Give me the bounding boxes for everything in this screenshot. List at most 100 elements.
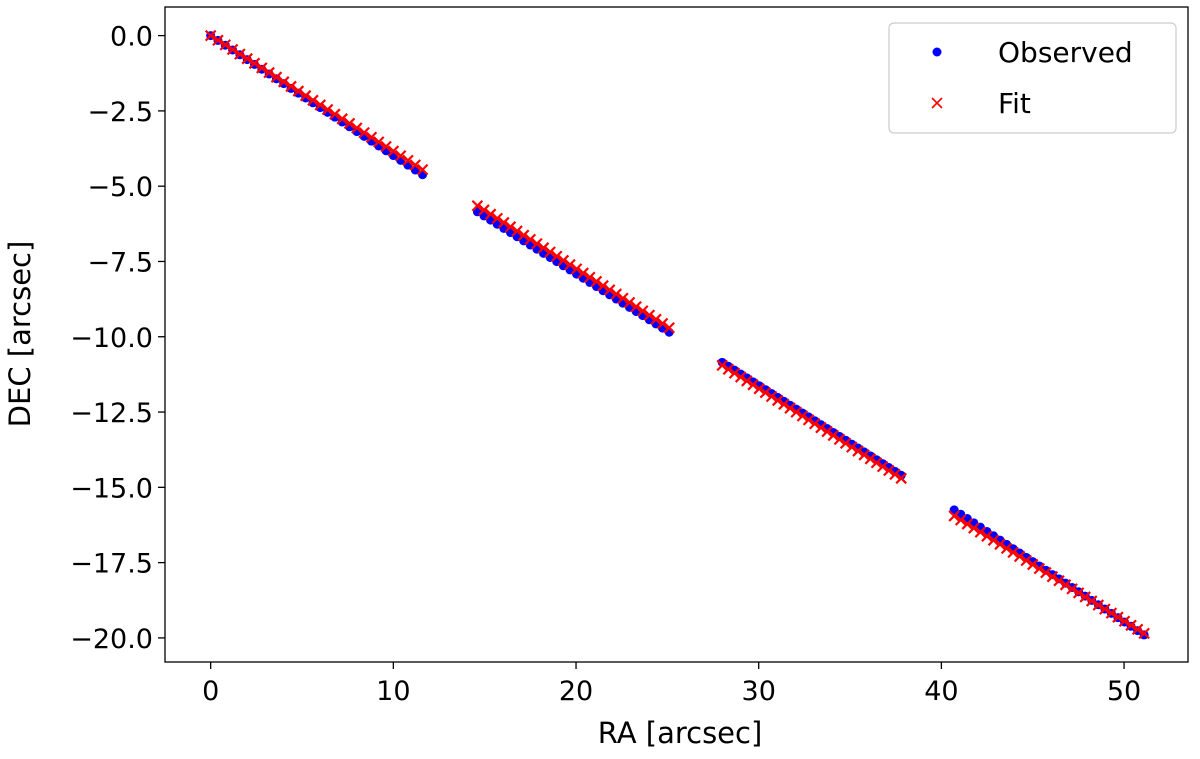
y-tick-label: −5.0 (87, 172, 153, 203)
fit-point (1020, 554, 1033, 567)
fit-point (1033, 562, 1046, 575)
fit-point (1079, 591, 1091, 603)
fit-point (270, 71, 283, 83)
fit-point (358, 126, 370, 139)
fit-point (564, 258, 576, 271)
fit-point (292, 85, 305, 97)
fit-point (833, 433, 846, 446)
fit-point (656, 317, 669, 330)
fit-point (821, 425, 833, 438)
legend-fit-marker (931, 97, 943, 109)
y-tick-label: 0.0 (110, 22, 153, 53)
fit-point (784, 402, 796, 414)
fit-point (987, 534, 1000, 547)
fit-point (1053, 574, 1065, 587)
fit-point (484, 208, 497, 220)
fit-point (1112, 611, 1124, 623)
x-tick-label: 40 (924, 676, 958, 707)
fit-point (590, 275, 603, 288)
fit-point (263, 66, 275, 79)
fit-point (256, 62, 268, 74)
fit-point (478, 204, 490, 216)
fit-point (636, 305, 649, 317)
fit-point (570, 263, 583, 275)
fit-point (307, 94, 319, 107)
y-tick-label: −2.5 (87, 97, 153, 128)
fit-point (544, 246, 556, 258)
fit-point (839, 437, 852, 450)
fit-point (974, 526, 987, 538)
fit-point (1072, 587, 1085, 599)
legend-fit-label: Fit (998, 87, 1031, 120)
fit-point (402, 154, 414, 167)
fit-point (219, 39, 232, 51)
fit-point (663, 321, 675, 334)
fit-point (741, 375, 753, 387)
fit-point (321, 103, 334, 116)
fit-point (314, 99, 327, 111)
fit-point (1040, 566, 1052, 579)
fit-point (498, 216, 510, 229)
fit-point (876, 460, 889, 473)
fit-point (234, 48, 246, 60)
y-tick-label: −12.5 (70, 398, 153, 429)
fit-point (815, 421, 827, 434)
fit-point (948, 510, 960, 522)
y-axis-label: DEC [arcsec] (3, 241, 37, 428)
fit-point (734, 371, 747, 383)
fit-point (889, 468, 901, 481)
fit-point (728, 367, 741, 379)
legend: Observed Fit (888, 22, 1177, 134)
fit-point (1105, 607, 1118, 619)
fit-point (1099, 603, 1111, 615)
fit-point (961, 518, 974, 530)
y-tick-label: −7.5 (87, 247, 153, 278)
fit-point (531, 237, 543, 250)
fit-point (597, 279, 609, 292)
segment-1 (471, 199, 675, 337)
fit-point (610, 288, 623, 300)
fit-point (241, 52, 253, 65)
fit-point (1027, 558, 1039, 571)
fit-point (753, 382, 765, 395)
fit-point (204, 29, 217, 42)
fit-point (722, 363, 735, 376)
x-tick-label: 20 (559, 676, 593, 707)
fit-point (643, 309, 656, 321)
fit-point (409, 159, 422, 171)
segment-2 (716, 357, 907, 485)
x-tick-label: 30 (742, 676, 776, 707)
fit-point (1066, 583, 1078, 595)
fit-point (846, 441, 858, 453)
x-tick-label: 10 (376, 676, 410, 707)
fit-point (550, 250, 563, 263)
fit-point (759, 386, 772, 399)
fit-point (248, 57, 261, 70)
fit-point (968, 522, 980, 534)
fit-point (557, 254, 570, 267)
fit-point (771, 394, 784, 407)
fit-point (380, 140, 392, 153)
fit-point (1059, 579, 1072, 591)
fit-point (1125, 619, 1137, 632)
fit-point (808, 418, 821, 430)
y-tick-label: −15.0 (70, 473, 153, 504)
fit-point (336, 113, 348, 125)
fit-point (827, 429, 840, 442)
fit-point (387, 145, 400, 157)
fit-point (394, 149, 407, 162)
y-tick-label: −17.5 (70, 549, 153, 580)
fit-point (226, 43, 239, 56)
fit-point (603, 284, 616, 296)
fit-point (416, 163, 429, 176)
fit-point (747, 379, 759, 391)
fit-point (864, 453, 877, 465)
fit-point (1007, 546, 1019, 559)
x-axis-label: RA [arcsec] (598, 716, 763, 750)
fit-point (343, 117, 356, 130)
x-tick-label: 0 (202, 676, 219, 707)
fit-point (852, 445, 864, 457)
plot-layer (204, 29, 1150, 640)
fit-point (212, 34, 224, 47)
